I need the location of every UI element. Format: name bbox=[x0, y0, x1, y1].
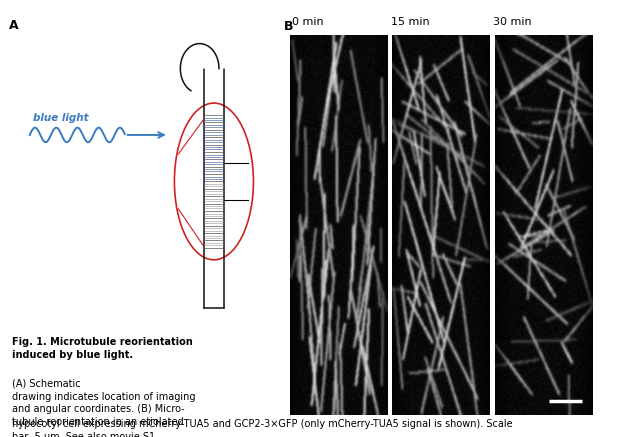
Text: Fig. 1. Microtubule reorientation
induced by blue light.: Fig. 1. Microtubule reorientation induce… bbox=[12, 337, 193, 360]
Text: 30 min: 30 min bbox=[493, 17, 532, 27]
Text: B: B bbox=[284, 20, 293, 33]
Text: 0 min: 0 min bbox=[292, 17, 324, 27]
Text: hypocotyl cell expressing mCherry-TUA5 and GCP2-3×GFP (only mCherry-TUA5 signal : hypocotyl cell expressing mCherry-TUA5 a… bbox=[12, 419, 513, 437]
Text: (A) Schematic
drawing indicates location of imaging
and angular coordinates. (B): (A) Schematic drawing indicates location… bbox=[12, 379, 196, 427]
Text: blue light: blue light bbox=[33, 113, 89, 123]
Text: A: A bbox=[9, 19, 19, 32]
Text: 15 min: 15 min bbox=[391, 17, 430, 27]
